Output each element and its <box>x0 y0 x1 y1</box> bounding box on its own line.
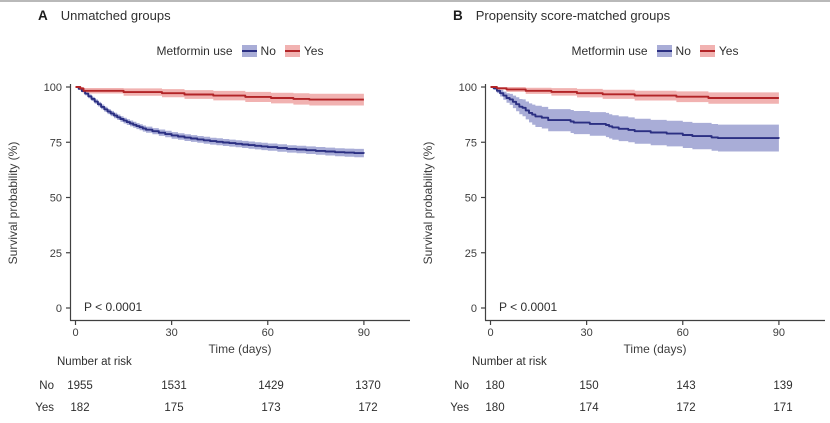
legend-b: Metformin use No Yes <box>485 44 825 58</box>
km-plot-a: 0 25 50 75 100 0 30 60 90 Time (days) Survival pro… <box>6 82 410 356</box>
legend-label-yes: Yes <box>303 44 324 58</box>
risk-value: 1955 <box>67 380 93 392</box>
no-line-swatch <box>656 49 672 53</box>
panel-b-title: B Propensity score-matched groups <box>453 8 670 23</box>
risk-value: 180 <box>485 380 505 392</box>
y-tick-label: 75 <box>50 137 62 149</box>
km-curve-yes <box>75 86 364 101</box>
risk-row-label: No <box>39 380 54 392</box>
risk-row-label: Yes <box>35 402 54 414</box>
legend-item-yes: Yes <box>699 44 739 58</box>
yes-line-swatch <box>699 49 715 53</box>
legend-a: Metformin use No Yes <box>70 44 410 58</box>
risk-row-label: No <box>454 380 469 392</box>
risk-value: 175 <box>164 402 184 414</box>
x-tick-label: 0 <box>72 327 78 339</box>
x-axis-title: Time (days) <box>624 342 687 356</box>
x-tick-label: 60 <box>262 327 274 339</box>
p-value-label: P < 0.0001 <box>499 300 557 314</box>
risk-row-no: No 180 150 143 139 <box>415 380 830 394</box>
risk-value: 1531 <box>161 380 187 392</box>
p-value-label: P < 0.0001 <box>84 300 142 314</box>
risk-value: 174 <box>579 402 599 414</box>
legend-label-yes: Yes <box>718 44 739 58</box>
risk-value: 172 <box>358 402 378 414</box>
risk-value: 173 <box>261 402 281 414</box>
yes-legend-key-icon <box>284 45 300 57</box>
x-axis-title: Time (days) <box>209 342 272 356</box>
risk-value: 150 <box>579 380 599 392</box>
km-curve-yes <box>490 86 779 99</box>
legend-title: Metformin use <box>571 44 648 58</box>
x-tick-label: 0 <box>487 327 493 339</box>
x-tick-label: 90 <box>358 327 370 339</box>
x-tick-label: 30 <box>166 327 178 339</box>
panel-b-title-text: Propensity score-matched groups <box>475 8 671 23</box>
km-plot-b: 0 25 50 75 100 0 30 60 90 Time (days) Survival pro… <box>421 82 825 356</box>
risk-value: 139 <box>773 380 793 392</box>
y-tick-label: 25 <box>50 248 62 260</box>
no-line-swatch <box>241 49 257 53</box>
legend-item-yes: Yes <box>284 44 324 58</box>
y-tick-label: 75 <box>465 137 477 149</box>
panel-b-label: B <box>453 8 463 23</box>
risk-row-no: No 1955 1531 1429 1370 <box>0 380 415 394</box>
x-tick-label: 30 <box>581 327 593 339</box>
panel-b: B Propensity score-matched groups Metform… <box>415 2 830 423</box>
panel-a-title: A Unmatched groups <box>38 8 171 23</box>
legend-item-no: No <box>656 44 691 58</box>
y-tick-label: 100 <box>459 82 477 94</box>
risk-value: 1370 <box>355 380 381 392</box>
y-tick-label: 0 <box>56 303 62 315</box>
risk-row-label: Yes <box>450 402 469 414</box>
risk-value: 182 <box>70 402 90 414</box>
x-tick-label: 90 <box>773 327 785 339</box>
risk-value: 171 <box>773 402 793 414</box>
risk-value: 143 <box>676 380 696 392</box>
no-legend-key-icon <box>241 45 257 57</box>
yes-legend-key-icon <box>699 45 715 57</box>
y-axis-title: Survival probability (%) <box>6 142 20 265</box>
y-tick-label: 50 <box>465 193 477 205</box>
no-legend-key-icon <box>656 45 672 57</box>
risk-value: 180 <box>485 402 505 414</box>
legend-title: Metformin use <box>156 44 233 58</box>
y-tick-label: 25 <box>465 248 477 260</box>
km-curve-no <box>490 86 780 140</box>
y-tick-label: 50 <box>50 193 62 205</box>
panel-a-label: A <box>38 8 48 23</box>
panel-a-title-text: Unmatched groups <box>60 8 171 23</box>
y-tick-label: 100 <box>44 82 62 94</box>
risk-row-yes: Yes 180 174 172 171 <box>415 402 830 416</box>
y-axis-title: Survival probability (%) <box>421 142 435 265</box>
legend-label-no: No <box>675 44 691 58</box>
risk-row-yes: Yes 182 175 173 172 <box>0 402 415 416</box>
legend-item-no: No <box>241 44 276 58</box>
y-tick-label: 0 <box>471 303 477 315</box>
km-curve-no <box>75 86 365 155</box>
x-tick-label: 60 <box>677 327 689 339</box>
risk-value: 1429 <box>258 380 284 392</box>
legend-label-no: No <box>260 44 276 58</box>
panel-a: A Unmatched groups Metformin use No Yes 0… <box>0 2 415 423</box>
risk-value: 172 <box>676 402 696 414</box>
yes-line-swatch <box>284 49 300 53</box>
